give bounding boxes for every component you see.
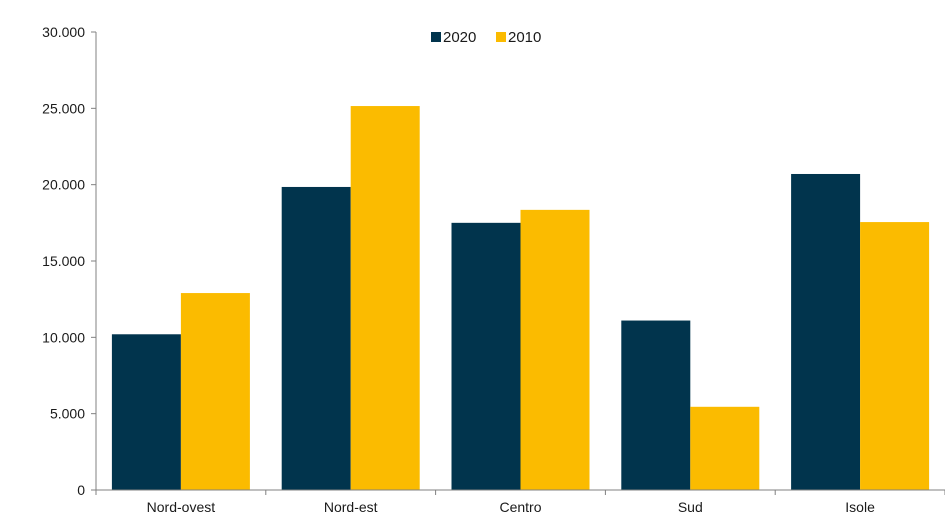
bar-nord-est-2010 — [350, 106, 420, 490]
y-tick-label: 10.000 — [42, 329, 85, 345]
y-tick-label: 5.000 — [50, 406, 85, 422]
bar-centro-2010 — [520, 209, 590, 490]
x-axis-ticks: Nord-ovest Nord-est Centro Sud Isole — [95, 490, 945, 515]
y-tick-label: 0 — [77, 482, 85, 498]
x-tick-label: Nord-est — [324, 499, 378, 515]
y-tick-label: 15.000 — [42, 253, 85, 269]
x-tick-label: Nord-ovest — [147, 499, 216, 515]
legend: 2020 2010 — [431, 29, 541, 46]
bar-isole-2020 — [791, 173, 861, 491]
bars-group — [111, 106, 930, 491]
bar-sud-2020 — [621, 320, 691, 490]
legend-swatch-2020 — [431, 32, 441, 42]
bar-nord-ovest-2020 — [111, 334, 181, 490]
y-tick-label: 25.000 — [42, 100, 85, 116]
x-tick-label: Centro — [499, 499, 541, 515]
y-tick-label: 30.000 — [42, 24, 85, 40]
y-tick-label: 20.000 — [42, 177, 85, 193]
x-tick-label: Isole — [845, 499, 875, 515]
legend-label-2010: 2010 — [508, 29, 541, 46]
bar-sud-2010 — [690, 406, 760, 490]
x-tick-label: Sud — [678, 499, 703, 515]
bar-nord-est-2020 — [281, 186, 351, 490]
legend-swatch-2010 — [496, 32, 506, 42]
legend-label-2020: 2020 — [443, 29, 476, 46]
bar-isole-2010 — [860, 222, 930, 490]
bar-nord-ovest-2010 — [180, 293, 250, 490]
y-axis-ticks: 0 5.000 10.000 15.000 20.000 25.000 30.000 — [42, 24, 96, 498]
bar-centro-2020 — [451, 222, 521, 491]
